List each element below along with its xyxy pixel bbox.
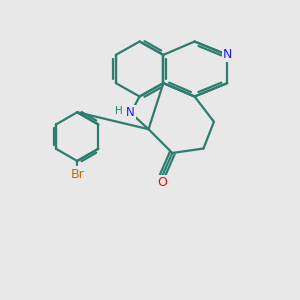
- Text: H: H: [116, 106, 123, 116]
- Text: N: N: [223, 48, 232, 62]
- Text: N: N: [126, 106, 135, 119]
- Text: Br: Br: [70, 168, 84, 181]
- Text: O: O: [157, 176, 167, 189]
